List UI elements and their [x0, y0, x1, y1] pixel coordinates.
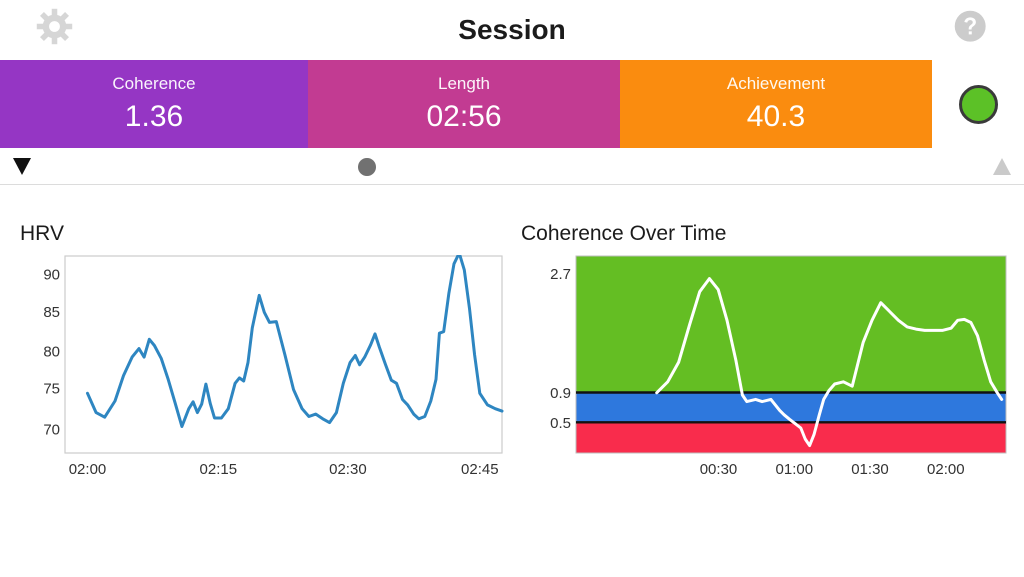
svg-text:70: 70	[43, 421, 60, 438]
svg-text:0.5: 0.5	[550, 415, 571, 432]
svg-text:02:00: 02:00	[927, 461, 965, 478]
svg-text:01:00: 01:00	[776, 461, 814, 478]
svg-text:80: 80	[43, 343, 60, 360]
svg-text:75: 75	[43, 381, 60, 398]
svg-text:85: 85	[43, 304, 60, 321]
svg-text:02:30: 02:30	[329, 461, 367, 478]
svg-text:02:00: 02:00	[69, 461, 107, 478]
svg-text:02:15: 02:15	[200, 461, 238, 478]
svg-text:0.9: 0.9	[550, 385, 571, 402]
svg-text:00:30: 00:30	[700, 461, 738, 478]
svg-text:90: 90	[43, 267, 60, 284]
svg-text:01:30: 01:30	[851, 461, 889, 478]
svg-text:02:45: 02:45	[461, 461, 499, 478]
svg-text:2.7: 2.7	[550, 266, 571, 283]
